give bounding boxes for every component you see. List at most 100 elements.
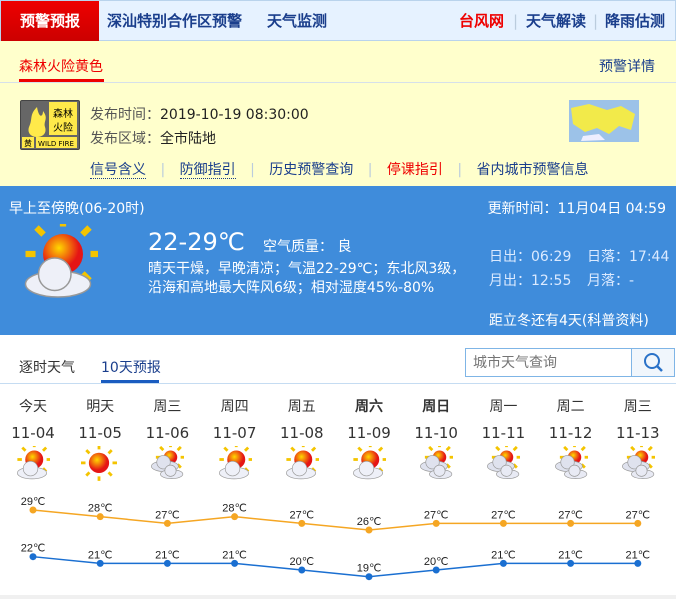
forecast-day: 周一 (489, 399, 518, 415)
divider (0, 383, 676, 384)
cloudy-icon (619, 442, 656, 486)
forecast-day: 周四 (220, 399, 249, 415)
city-search-input[interactable] (466, 349, 632, 376)
sunny-icon (81, 444, 118, 486)
link-signal-meaning[interactable]: 信号含义 (90, 162, 146, 179)
nav-weather-monitor[interactable]: 天气监测 (267, 12, 328, 30)
data-point (29, 553, 37, 561)
data-point (163, 559, 171, 567)
data-label: 20℃ (424, 556, 449, 568)
data-point (96, 559, 104, 567)
data-point (96, 513, 104, 521)
city-search (465, 348, 675, 377)
series-line-1 (32, 555, 638, 578)
sunrise: 日出：06:29 (489, 249, 572, 265)
data-point (29, 506, 37, 514)
warning-detail-link[interactable]: 预警详情 (599, 59, 655, 75)
moonrise: 月出：12:55 (489, 273, 572, 289)
cloudy-icon (148, 442, 186, 486)
forecast-date: 11-04 (11, 424, 55, 442)
nav-weather-analysis[interactable]: 天气解读 (526, 12, 587, 30)
issue-time-label: 发布时间： (90, 107, 160, 123)
link-defense-guide[interactable]: 防御指引 (179, 162, 236, 179)
forecast-date: 11-11 (481, 424, 526, 442)
svg-text:森林: 森林 (53, 107, 73, 120)
footer-bar (0, 595, 676, 599)
divider (0, 82, 676, 83)
data-label: 21℃ (491, 549, 516, 561)
data-label: 26℃ (357, 516, 382, 528)
nav-typhoon[interactable]: 台风网 (459, 12, 505, 30)
data-point (163, 519, 171, 527)
tab-forest-fire-yellow[interactable]: 森林火险黄色 (19, 59, 103, 75)
data-label: 27℃ (290, 509, 315, 521)
partly-sunny-icon (14, 442, 52, 486)
forecast-date: 11-09 (347, 424, 391, 442)
warning-map-thumbnail[interactable] (569, 100, 639, 142)
air-quality: 空气质量： 良 (263, 239, 352, 255)
forecast-day: 周三 (623, 399, 652, 415)
series-line-0 (32, 509, 638, 531)
search-button[interactable] (631, 349, 674, 376)
data-point (298, 566, 306, 574)
partly-sunny-icon (18, 216, 101, 308)
moonset: 月落：- (587, 273, 635, 289)
data-point (499, 559, 507, 567)
nav-warning-forecast[interactable]: 预警预报 (1, 1, 99, 41)
weather-description: 晴天干燥，早晚清凉；气温22-29℃；东北风3级，沿海和高地最大阵风6级；相对湿… (148, 261, 466, 296)
data-point (298, 519, 306, 527)
data-label: 27℃ (626, 509, 651, 521)
issue-area: 全市陆地 (160, 131, 216, 147)
data-point (231, 559, 239, 567)
tab-10day[interactable]: 10天预报 (101, 360, 161, 376)
forecast-day: 明天 (86, 399, 115, 415)
update-time: 更新时间：11月04日 04:59 (487, 201, 666, 217)
data-point (567, 559, 575, 567)
data-point (432, 519, 440, 527)
data-label: 20℃ (290, 556, 315, 568)
nav-rain-estimate[interactable]: 降雨估测 (605, 12, 666, 30)
forecast-date: 11-05 (78, 424, 122, 442)
data-point (634, 519, 642, 527)
data-label: 19℃ (357, 563, 382, 575)
forecast-date: 11-07 (212, 424, 257, 442)
temperature-chart: 29℃ 28℃ 27℃ 28℃ 27℃ 26℃ 27℃ 27℃ 27℃ 27℃ 22℃ 21℃ 21℃ 2… (21, 496, 651, 581)
issue-time: 2019-10-19 08:30:00 (160, 107, 309, 123)
link-class-suspension[interactable]: 停课指引 (386, 162, 443, 178)
tab-underline (101, 380, 159, 383)
warning-panel (0, 41, 676, 186)
forest-fire-warning-icon: 森林 火险黄 WILD FIRE (20, 100, 80, 150)
data-label: 21℃ (626, 549, 651, 561)
search-icon (644, 353, 663, 372)
cloudy-icon (552, 442, 589, 486)
svg-text:WILD FIRE: WILD FIRE (38, 140, 74, 148)
partly-sunny-icon (216, 442, 253, 486)
forecast-date: 11-12 (548, 424, 593, 442)
tab-hourly[interactable]: 逐时天气 (19, 360, 75, 376)
data-point (365, 573, 373, 581)
data-label: 21℃ (558, 549, 583, 561)
forecast-day: 周三 (153, 399, 182, 415)
sunset: 日落：17:44 (587, 249, 670, 265)
top-nav: 预警预报 深汕特别合作区预警 天气监测 台风网 | 天气解读 | 降雨估测 (0, 0, 676, 41)
data-label: 27℃ (155, 509, 180, 521)
forecast-date: 11-10 (414, 424, 458, 442)
data-label: 27℃ (558, 509, 583, 521)
cloudy-icon (484, 442, 522, 486)
nav-shenshan-warning[interactable]: 深汕特别合作区预警 (107, 12, 243, 30)
forecast-day: 今天 (19, 399, 47, 415)
data-label: 27℃ (491, 509, 516, 521)
forecast-day: 周日 (422, 399, 451, 415)
forecast-date: 11-08 (280, 424, 324, 442)
data-point (231, 513, 239, 521)
data-point (432, 566, 440, 574)
forecast-day: 周五 (287, 399, 316, 415)
link-province-warnings[interactable]: 省内城市预警信息 (476, 162, 589, 178)
link-history-query[interactable]: 历史预警查询 (269, 162, 354, 178)
forecast-day: 周六 (355, 399, 383, 415)
data-label: 28℃ (222, 503, 247, 515)
solar-term-link[interactable]: 距立冬还有4天(科普资料) (489, 313, 649, 329)
data-label: 27℃ (424, 509, 449, 521)
data-label: 21℃ (222, 549, 247, 561)
data-point (567, 519, 575, 527)
